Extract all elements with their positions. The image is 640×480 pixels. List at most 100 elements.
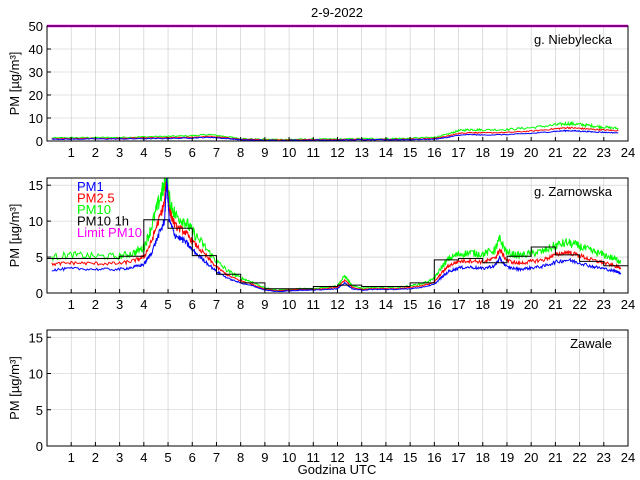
y-axis-label: PM [µg/m³] — [7, 52, 22, 116]
x-tick-label: 16 — [427, 297, 441, 312]
y-tick-label: 40 — [29, 42, 43, 57]
y-tick-label: 15 — [29, 330, 43, 345]
x-tick-label: 11 — [307, 297, 321, 312]
series-line-pm25 — [51, 126, 619, 141]
x-tick-label: 19 — [500, 450, 514, 465]
x-tick-label: 2 — [92, 297, 99, 312]
x-tick-label: 8 — [237, 297, 244, 312]
x-tick-label: 2 — [92, 450, 99, 465]
x-tick-label: 23 — [597, 450, 611, 465]
x-tick-label: 2 — [92, 145, 99, 160]
series-line-pm10 — [51, 120, 619, 141]
x-tick-label: 12 — [330, 297, 344, 312]
x-tick-label: 9 — [261, 145, 268, 160]
x-tick-label: 13 — [354, 450, 368, 465]
series-line-pm10-1h — [47, 219, 628, 290]
x-tick-label: 21 — [548, 450, 562, 465]
x-tick-label: 12 — [330, 450, 344, 465]
station-label: Zawale — [570, 336, 612, 351]
x-tick-label: 3 — [116, 450, 123, 465]
x-tick-label: 22 — [572, 145, 586, 160]
panel-3: 1 2 3 4 5 6 7 8 9 10 11 12 13 14 15 16 17 18 19 20 21 22 23 240… — [7, 329, 635, 465]
y-tick-label: 20 — [29, 88, 43, 103]
x-tick-label: 22 — [572, 297, 586, 312]
y-axis-label: PM [µg/m³] — [7, 204, 22, 268]
x-tick-label: 20 — [524, 450, 538, 465]
x-tick-label: 18 — [476, 297, 490, 312]
y-axis-label: PM [µg/m³] — [7, 356, 22, 420]
x-tick-label: 9 — [261, 450, 268, 465]
x-tick-label: 11 — [307, 145, 321, 160]
y-tick-label: 0 — [36, 439, 43, 454]
x-tick-label: 1 — [68, 297, 75, 312]
x-tick-label: 17 — [451, 450, 465, 465]
legend-entry: Limit PM10 — [77, 225, 142, 240]
x-tick-label: 24 — [621, 297, 635, 312]
x-tick-label: 3 — [116, 297, 123, 312]
x-tick-label: 19 — [500, 297, 514, 312]
y-tick-label: 10 — [29, 367, 43, 382]
x-tick-label: 8 — [237, 145, 244, 160]
x-tick-label: 1 — [68, 145, 75, 160]
x-tick-label: 17 — [451, 145, 465, 160]
x-tick-label: 16 — [427, 450, 441, 465]
x-tick-label: 9 — [261, 297, 268, 312]
x-tick-label: 5 — [164, 450, 171, 465]
y-tick-label: 30 — [29, 65, 43, 80]
legend-entry: PM1 — [77, 179, 104, 194]
x-tick-label: 4 — [140, 297, 147, 312]
legend-entry: PM2.5 — [77, 191, 115, 206]
x-tick-label: 16 — [427, 145, 441, 160]
x-axis-label: Godzina UTC — [298, 462, 377, 477]
x-tick-label: 6 — [189, 297, 196, 312]
x-tick-label: 1 — [68, 450, 75, 465]
x-tick-label: 22 — [572, 450, 586, 465]
x-tick-label: 4 — [140, 145, 147, 160]
series-line-pm25 — [51, 177, 622, 292]
x-tick-label: 10 — [282, 450, 296, 465]
series-line-pm1 — [51, 177, 622, 293]
x-tick-label: 23 — [597, 145, 611, 160]
x-tick-label: 5 — [164, 145, 171, 160]
x-tick-label: 10 — [282, 145, 296, 160]
x-tick-label: 21 — [548, 297, 562, 312]
x-tick-label: 6 — [189, 145, 196, 160]
series-line-pm1 — [51, 129, 619, 142]
x-tick-label: 14 — [379, 145, 393, 160]
x-tick-label: 14 — [379, 297, 393, 312]
legend-entry: PM10 1h — [77, 214, 129, 229]
x-tick-label: 8 — [237, 450, 244, 465]
y-tick-label: 50 — [29, 19, 43, 34]
x-tick-label: 7 — [213, 145, 220, 160]
x-tick-label: 20 — [524, 297, 538, 312]
x-tick-label: 5 — [164, 297, 171, 312]
x-tick-label: 24 — [621, 145, 635, 160]
x-tick-label: 6 — [189, 450, 196, 465]
date-title: 2-9-2022 — [311, 5, 363, 20]
x-tick-label: 23 — [597, 297, 611, 312]
panel-2: 1 2 3 4 5 6 7 8 9 10 11 12 13 14 15 16 17 18 19 20 21 22 23 240… — [7, 177, 635, 312]
x-tick-label: 18 — [476, 145, 490, 160]
x-tick-label: 14 — [379, 450, 393, 465]
x-tick-label: 3 — [116, 145, 123, 160]
y-tick-label: 10 — [29, 111, 43, 126]
x-tick-label: 24 — [621, 450, 635, 465]
x-tick-label: 4 — [140, 450, 147, 465]
x-tick-label: 7 — [213, 450, 220, 465]
x-tick-label: 17 — [451, 297, 465, 312]
x-tick-label: 7 — [213, 297, 220, 312]
x-tick-label: 11 — [307, 450, 321, 465]
panel-1: 1 2 3 4 5 6 7 8 9 10 11 12 13 14 15 16 17 18 19 20 21 22 23 240… — [7, 19, 635, 160]
panels: 1 2 3 4 5 6 7 8 9 10 11 12 13 14 15 16 17 18 19 20 21 22 23 240… — [7, 19, 635, 465]
x-tick-label: 20 — [524, 145, 538, 160]
y-tick-label: 0 — [36, 286, 43, 301]
station-label: g. Zarnowska — [534, 184, 613, 199]
x-tick-label: 18 — [476, 450, 490, 465]
x-tick-label: 19 — [500, 145, 514, 160]
x-tick-label: 21 — [548, 145, 562, 160]
x-tick-label: 12 — [330, 145, 344, 160]
station-label: g. Niebylecka — [534, 32, 613, 47]
x-tick-label: 15 — [403, 450, 417, 465]
